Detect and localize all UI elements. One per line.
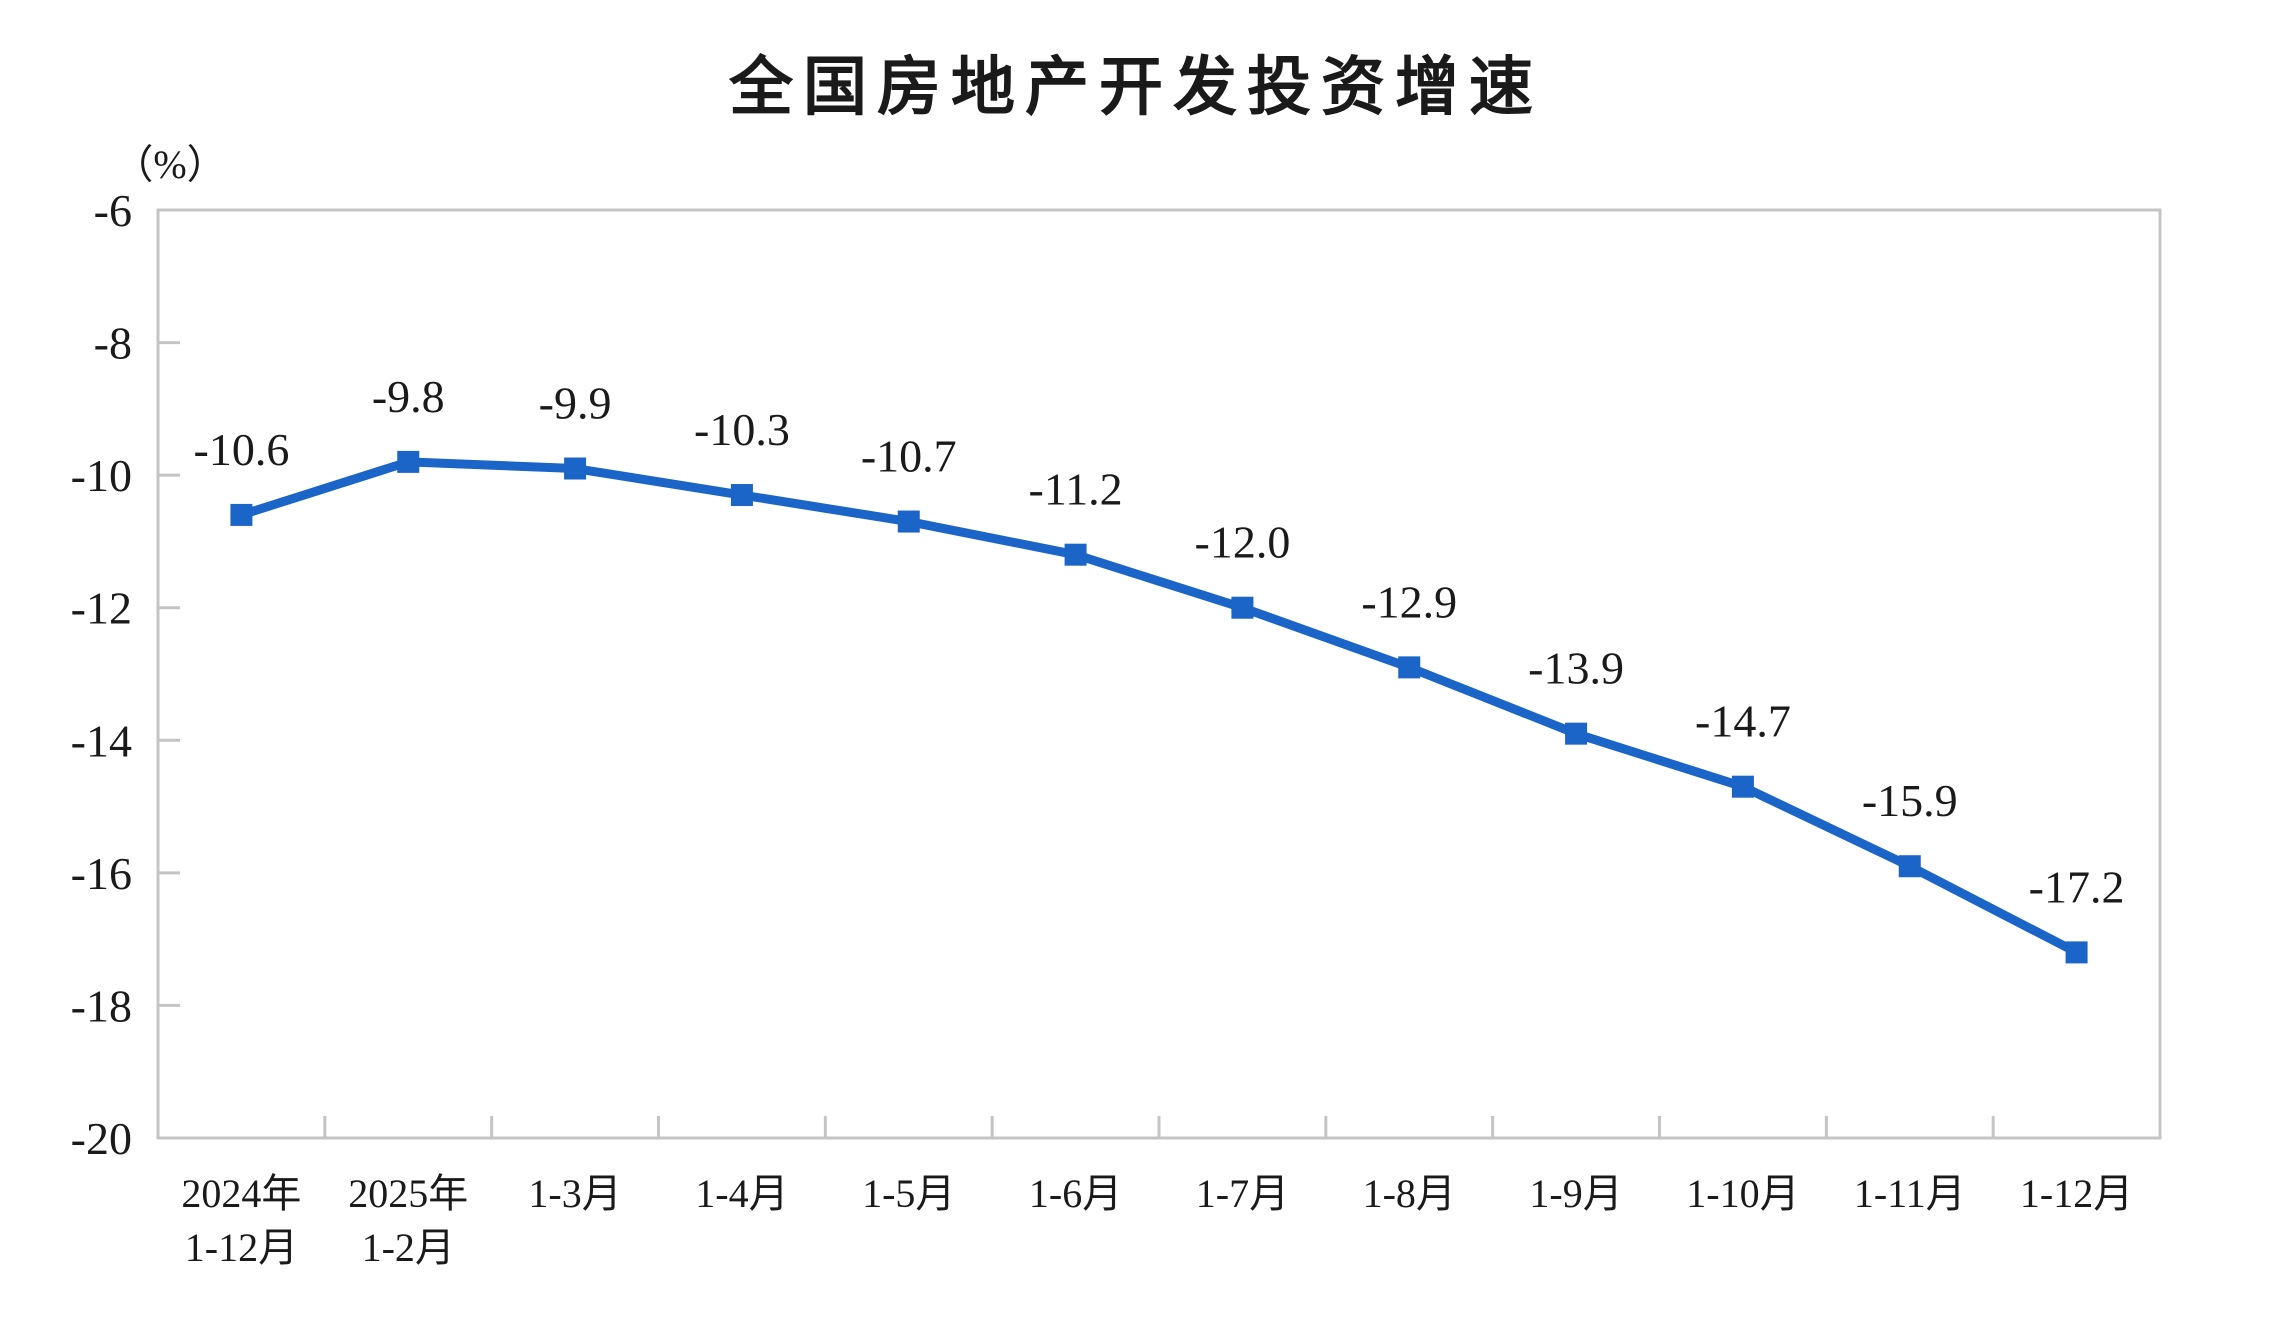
y-axis-label: -10	[71, 450, 132, 501]
chart-title: 全国房地产开发投资增速	[729, 51, 1543, 125]
data-label: -12.0	[1195, 517, 1291, 568]
data-point-marker	[897, 510, 920, 533]
y-axis-label: -16	[71, 848, 132, 899]
y-axis-unit-label: （%）	[113, 142, 227, 187]
data-point-marker	[1398, 656, 1421, 679]
data-label: -10.7	[861, 431, 957, 482]
data-label: -15.9	[1862, 775, 1958, 826]
x-axis-label: 1-5月	[862, 1171, 955, 1216]
data-point-marker	[1898, 855, 1921, 878]
plot-frame	[156, 208, 2162, 1140]
data-label: -10.3	[694, 404, 790, 455]
x-axis-label: 1-2月	[362, 1225, 455, 1270]
y-axis-label: -14	[71, 715, 132, 766]
data-point-marker	[2065, 941, 2088, 964]
y-axis-label: -18	[71, 980, 132, 1031]
data-label: -10.6	[194, 424, 290, 475]
data-point-marker	[564, 457, 587, 480]
data-label: -14.7	[1695, 696, 1791, 747]
x-axis-label: 1-10月	[1686, 1171, 1799, 1216]
x-axis-label: 1-6月	[1029, 1171, 1122, 1216]
data-point-marker	[1565, 722, 1588, 745]
x-axis-label: 1-12月	[2020, 1171, 2133, 1216]
data-point-marker	[1064, 543, 1087, 566]
data-label: -12.9	[1361, 576, 1457, 627]
data-point-marker	[230, 503, 253, 526]
x-axis-label: 1-12月	[185, 1225, 298, 1270]
x-axis-label: 1-7月	[1196, 1171, 1289, 1216]
data-label: -11.2	[1029, 464, 1123, 515]
x-axis-label: 2024年	[181, 1171, 301, 1216]
data-label: -13.9	[1528, 643, 1624, 694]
x-axis-label: 1-9月	[1529, 1171, 1622, 1216]
x-axis-label: 1-8月	[1363, 1171, 1456, 1216]
y-axis-label: -6	[94, 185, 132, 236]
x-axis-label: 1-11月	[1854, 1171, 1966, 1216]
data-point-marker	[1731, 775, 1754, 798]
series-line	[236, 457, 2082, 957]
data-point-marker	[730, 484, 753, 507]
y-axis-label: -20	[71, 1113, 132, 1164]
y-axis-label: -12	[71, 583, 132, 634]
data-label: -9.9	[539, 378, 612, 429]
data-label: -17.2	[2029, 861, 2125, 912]
data-point-marker	[397, 450, 420, 473]
x-axis-label: 1-4月	[695, 1171, 788, 1216]
y-axis-label: -8	[94, 318, 132, 369]
x-axis-label: 1-3月	[528, 1171, 621, 1216]
data-point-marker	[1231, 596, 1254, 619]
data-label: -9.8	[372, 371, 445, 422]
x-axis-label: 2025年	[348, 1171, 468, 1216]
